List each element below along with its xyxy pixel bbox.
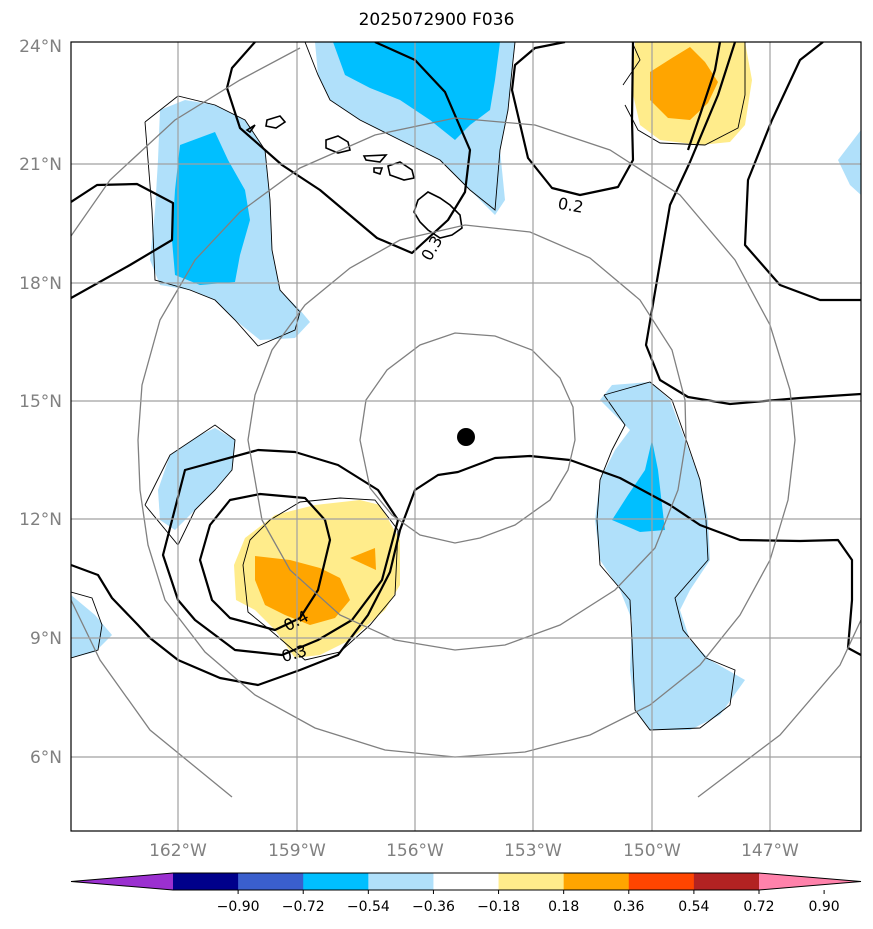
lat-label: 9°N [30, 629, 62, 649]
colorbar-segment [499, 873, 565, 890]
colorbar-tick-label: −0.72 [282, 899, 325, 915]
lon-label: 162°W [149, 841, 207, 861]
colorbar-segment [564, 873, 630, 890]
colorbar-tick-label: 0.18 [548, 899, 579, 915]
lat-label: 12°N [19, 510, 62, 530]
colorbar-segment [173, 873, 239, 890]
colorbar-segment [238, 873, 304, 890]
colorbar-segment [368, 873, 434, 890]
contour-label-03-south: 0.3 [279, 641, 309, 666]
latitude-labels: 24°N 21°N 18°N 15°N 12°N 9°N 6°N [19, 37, 62, 768]
colorbar-extend-max [759, 873, 861, 890]
lat-label: 15°N [19, 392, 62, 412]
colorbar-tick-label: −0.18 [477, 899, 520, 915]
colorbar-tick-label: −0.90 [217, 899, 260, 915]
colorbar-segment [303, 873, 369, 890]
map-figure: 0.2 0.3 0.4 0.3 24°N 21°N 18°N 15°N 12°N… [0, 0, 873, 929]
storm-center-marker [457, 428, 475, 446]
lon-label: 147°W [741, 841, 799, 861]
lon-label: 159°W [268, 841, 326, 861]
map-area: 0.2 0.3 0.4 0.3 [71, 42, 861, 831]
lat-label: 18°N [19, 274, 62, 294]
colorbar-tick-label: −0.54 [347, 899, 390, 915]
colorbar-segment [694, 873, 760, 890]
colorbar-tick-label: 0.90 [809, 899, 840, 915]
colorbar-tick-label: −0.36 [412, 899, 455, 915]
lat-label: 6°N [30, 748, 62, 768]
lon-label: 156°W [386, 841, 444, 861]
lat-label: 21°N [19, 155, 62, 175]
longitude-labels: 162°W 159°W 156°W 153°W 150°W 147°W [149, 841, 799, 861]
colorbar-tick-label: 0.36 [613, 899, 644, 915]
colorbar: −0.90 −0.72 −0.54 −0.36 −0.18 0.18 0.36 0.54 0.7… [71, 873, 861, 915]
colorbar-segment [629, 873, 695, 890]
lon-label: 153°W [504, 841, 562, 861]
colorbar-segment [433, 873, 499, 890]
colorbar-extend-min [71, 873, 173, 890]
colorbar-tick-label: 0.72 [743, 899, 774, 915]
lat-label: 24°N [19, 37, 62, 57]
colorbar-tick-label: 0.54 [678, 899, 709, 915]
lon-label: 150°W [623, 841, 681, 861]
